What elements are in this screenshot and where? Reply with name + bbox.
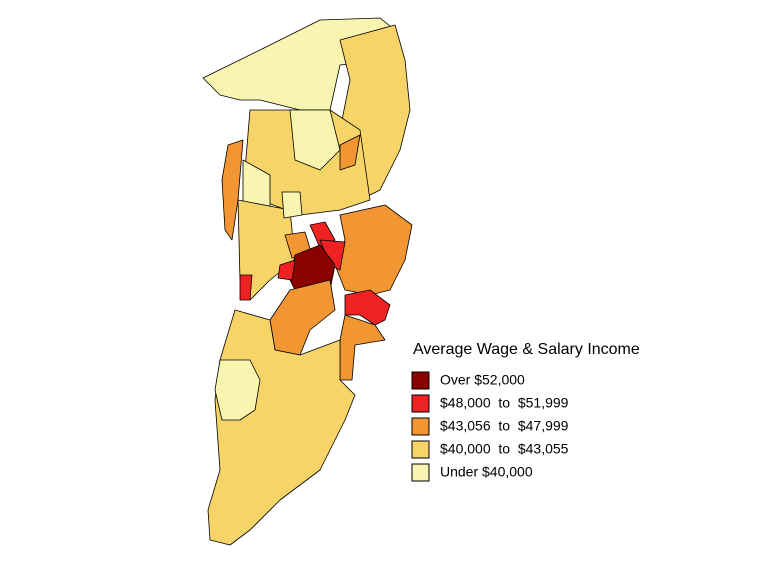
region (221, 139, 244, 241)
legend-swatch (411, 417, 430, 436)
legend-label: Under $40,000 (440, 464, 533, 480)
region (269, 279, 336, 356)
region (277, 259, 296, 281)
region (239, 274, 253, 301)
region (339, 134, 361, 171)
legend-title: Average Wage & Salary Income (413, 341, 640, 358)
region (289, 109, 341, 171)
legend: Average Wage & Salary Income Over $52,00… (411, 341, 640, 482)
region (344, 289, 391, 326)
legend-label: $40,000 to $43,055 (440, 441, 569, 457)
legend-swatch (411, 463, 430, 482)
legend-swatch (411, 394, 430, 413)
region (214, 359, 261, 421)
region (281, 191, 303, 219)
legend-label: Over $52,000 (440, 372, 525, 388)
region (334, 204, 413, 296)
legend-label: $43,056 to $47,999 (440, 418, 569, 434)
legend-label: $48,000 to $51,999 (440, 395, 569, 411)
region (339, 314, 386, 381)
legend-swatch (411, 440, 430, 459)
map (202, 17, 413, 546)
legend-swatch (411, 371, 430, 390)
